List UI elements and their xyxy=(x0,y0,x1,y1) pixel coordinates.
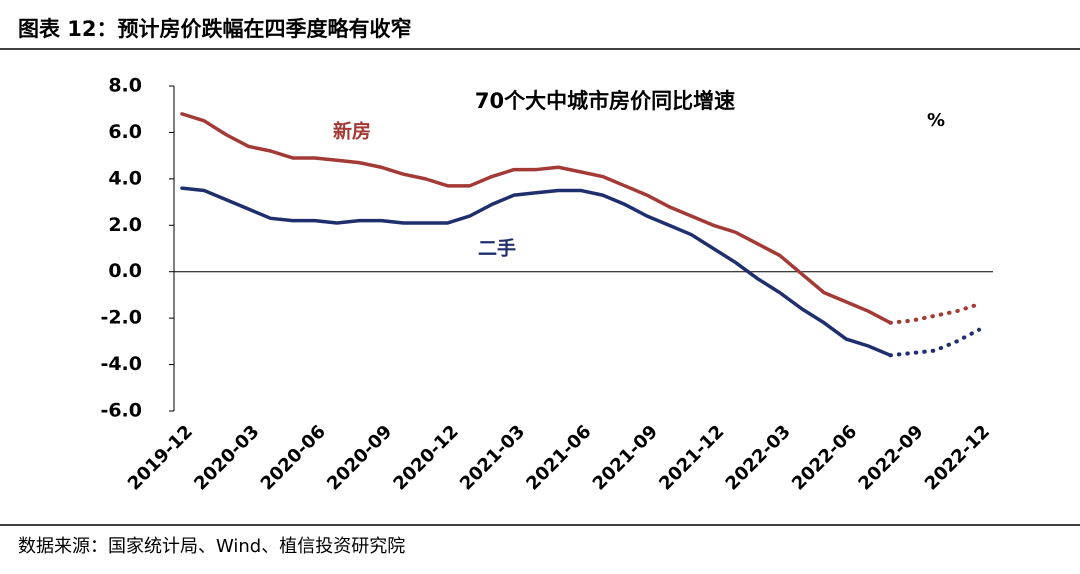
forecast-line xyxy=(888,302,981,325)
unit-label: % xyxy=(927,110,945,131)
x-tick-label: 2022-12 xyxy=(921,421,994,494)
chart-title: 70个大中城市房价同比增速 xyxy=(475,89,735,113)
series-line xyxy=(180,112,893,325)
x-tick-label: 2020-03 xyxy=(190,421,263,494)
x-tick-label: 2021-09 xyxy=(589,421,662,494)
forecast-line xyxy=(888,327,981,358)
source-note: 数据来源：国家统计局、Wind、植信投资研究院 xyxy=(18,536,405,557)
y-tick-label: -2.0 xyxy=(100,307,142,329)
x-tick-label: 2021-12 xyxy=(655,421,728,494)
figure-title: 图表 12：预计房价跌幅在四季度略有收窄 xyxy=(18,17,412,41)
x-tick-label: 2022-09 xyxy=(854,421,927,494)
y-tick-label: 8.0 xyxy=(108,75,142,97)
y-tick-label: 2.0 xyxy=(108,214,142,236)
series-line xyxy=(180,186,893,358)
x-tick-label: 2021-06 xyxy=(522,421,595,494)
y-tick-label: 4.0 xyxy=(108,167,142,189)
x-tick-label: 2021-03 xyxy=(456,421,529,494)
x-tick-label: 2022-03 xyxy=(722,421,795,494)
y-tick-label: 6.0 xyxy=(108,121,142,143)
series-label: 二手 xyxy=(478,237,516,260)
y-tick-label: -6.0 xyxy=(100,400,142,422)
series-label: 新房 xyxy=(333,120,371,143)
y-tick-label: 0.0 xyxy=(108,260,142,282)
x-tick-label: 2020-12 xyxy=(389,421,462,494)
x-tick-label: 2020-06 xyxy=(257,421,330,494)
x-tick-label: 2022-06 xyxy=(788,421,861,494)
x-tick-label: 2020-09 xyxy=(323,421,396,494)
x-tick-label: 2019-12 xyxy=(124,421,197,494)
y-tick-label: -4.0 xyxy=(100,353,142,375)
